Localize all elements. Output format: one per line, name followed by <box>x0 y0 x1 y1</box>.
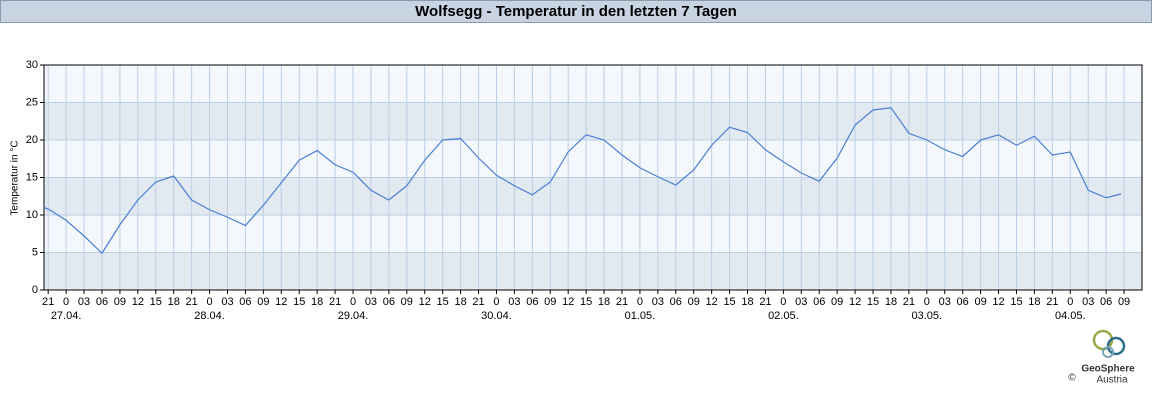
y-tick-label: 5 <box>32 246 38 258</box>
logo-icon <box>1102 346 1114 358</box>
x-tick-label: 09 <box>401 296 413 308</box>
x-tick-label: 0 <box>637 296 643 308</box>
x-tick-label: 15 <box>293 296 305 308</box>
x-tick-label: 15 <box>1010 296 1022 308</box>
x-tick-label: 09 <box>544 296 556 308</box>
x-tick-label: 03 <box>795 296 807 308</box>
x-tick-label: 0 <box>63 296 69 308</box>
x-tick-label: 03 <box>939 296 951 308</box>
plot-border <box>43 64 1143 291</box>
x-tick-label: 06 <box>670 296 682 308</box>
x-tick-label: 15 <box>723 296 735 308</box>
y-tick-label: 10 <box>26 209 38 221</box>
x-tick-label: 21 <box>616 296 628 308</box>
y-tick-label: 20 <box>26 134 38 146</box>
y-tick-label: 15 <box>26 171 38 183</box>
copyright: © <box>1068 373 1076 384</box>
x-tick-label: 09 <box>974 296 986 308</box>
x-tick-label: 0 <box>1067 296 1073 308</box>
x-tick-label: 18 <box>598 296 610 308</box>
y-tick-label: 25 <box>26 96 38 108</box>
x-tick-label: 0 <box>924 296 930 308</box>
y-tick-label: 0 <box>32 284 38 296</box>
x-tick-label: 21 <box>759 296 771 308</box>
x-tick-label: 12 <box>132 296 144 308</box>
data-line <box>43 107 1122 255</box>
date-label: 30.04. <box>481 310 512 322</box>
grid-band <box>44 252 1142 290</box>
x-tick-label: 21 <box>1046 296 1058 308</box>
x-tick-label: 09 <box>114 296 126 308</box>
x-tick-label: 12 <box>419 296 431 308</box>
x-tick-label: 21 <box>329 296 341 308</box>
x-tick-label: 18 <box>454 296 466 308</box>
x-tick-label: 06 <box>239 296 251 308</box>
x-tick-label: 06 <box>383 296 395 308</box>
grid-band <box>44 102 1142 140</box>
x-tick-label: 06 <box>526 296 538 308</box>
date-label: 28.04. <box>194 310 225 322</box>
logo: GeoSphere Austria © <box>1068 329 1135 386</box>
x-tick-label: 09 <box>688 296 700 308</box>
x-tick-label: 18 <box>741 296 753 308</box>
x-tick-label: 03 <box>78 296 90 308</box>
y-tick-label: 30 <box>26 59 38 71</box>
x-tick-label: 15 <box>867 296 879 308</box>
x-tick-label: 15 <box>437 296 449 308</box>
date-label: 29.04. <box>338 310 369 322</box>
x-tick-label: 12 <box>849 296 861 308</box>
chart-title: Wolfsegg - Temperatur in den letzten 7 T… <box>415 3 737 20</box>
x-tick-label: 0 <box>493 296 499 308</box>
x-tick-label: 09 <box>831 296 843 308</box>
x-tick-label: 09 <box>1118 296 1130 308</box>
x-tick-label: 03 <box>365 296 377 308</box>
x-tick-label: 03 <box>508 296 520 308</box>
x-tick-label: 09 <box>257 296 269 308</box>
date-label: 01.05. <box>625 310 656 322</box>
x-tick-label: 18 <box>885 296 897 308</box>
x-tick-label: 12 <box>275 296 287 308</box>
x-tick-label: 21 <box>903 296 915 308</box>
x-tick-label: 06 <box>96 296 108 308</box>
x-tick-label: 06 <box>957 296 969 308</box>
x-tick-label: 12 <box>562 296 574 308</box>
logo-name: GeoSphere <box>1081 364 1135 375</box>
x-tick-label: 21 <box>472 296 484 308</box>
x-tick-label: 21 <box>186 296 198 308</box>
x-tick-label: 06 <box>1100 296 1112 308</box>
x-tick-label: 0 <box>780 296 786 308</box>
x-tick-label: 0 <box>350 296 356 308</box>
y-axis-label: Temperatur in °C <box>10 140 21 215</box>
x-tick-label: 15 <box>150 296 162 308</box>
date-label: 03.05. <box>912 310 943 322</box>
logo-sub: Austria <box>1096 375 1128 386</box>
x-tick-label: 06 <box>813 296 825 308</box>
x-tick-label: 12 <box>992 296 1004 308</box>
x-tick-label: 03 <box>221 296 233 308</box>
x-tick-label: 18 <box>311 296 323 308</box>
x-tick-label: 12 <box>706 296 718 308</box>
x-tick-label: 15 <box>580 296 592 308</box>
x-tick-label: 03 <box>1082 296 1094 308</box>
date-label: 04.05. <box>1055 310 1086 322</box>
x-tick-label: 03 <box>652 296 664 308</box>
x-tick-label: 0 <box>207 296 213 308</box>
x-tick-label: 21 <box>42 296 54 308</box>
x-tick-label: 18 <box>1028 296 1040 308</box>
x-tick-label: 18 <box>168 296 180 308</box>
date-label: 27.04. <box>51 310 82 322</box>
date-label: 02.05. <box>768 310 799 322</box>
